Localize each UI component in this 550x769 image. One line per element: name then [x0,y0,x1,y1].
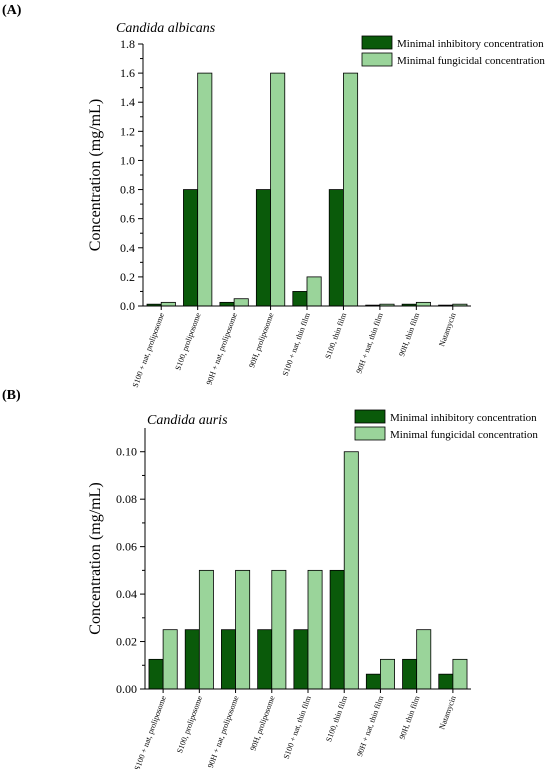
chart-a-mfc-bar [415,301,431,307]
chart-a-legend-label: Minimal fungicidal concentration [397,55,545,67]
chart-a-x-tick-label: S100, thin film [323,311,348,360]
chart-a-mfc-bar [306,276,322,307]
chart-a-y-tick-label: 0.2 [120,270,135,284]
chart-b-y-tick-label: 0.00 [116,682,137,696]
chart-a-y-tick-label: 0.4 [120,241,135,255]
chart-b-x-tick-label: 90H + nat, proliposome [206,694,241,769]
chart-b-legend-swatch [354,409,386,424]
chart-b-mic-bar [329,569,345,690]
chart-b-legend-label: Minimal fungicidal concentration [390,429,538,441]
chart-b-mic-bar [221,629,236,690]
chart-b-mic-bar [184,629,200,690]
chart-b-mfc-bar [198,569,214,690]
chart-a-mic-bar [255,189,271,307]
chart-a-x-tick-label: Natamycin [437,312,457,348]
chart-b-mfc-bar [307,569,323,690]
chart-a-y-tick-label: 0.0 [120,299,135,313]
chart-b-mfc-bar [452,658,468,690]
chart-a-mic-bar [219,301,235,307]
chart-a-mic-bar [328,189,344,307]
chart-a-y-tick-label: 1.0 [120,153,135,167]
chart-b-legend-label: Minimal inhibitory concentration [390,412,537,424]
chart-a-y-axis-label: Concentration (mg/mL) [87,99,104,251]
chart-b-y-tick-label: 0.06 [116,540,137,554]
chart-b-mic-bar [438,673,454,690]
chart-b-mic-bar [293,629,309,690]
panel-label-b: (B) [2,388,21,403]
chart-b-mfc-bar [271,569,287,690]
chart-b-x-tick-label: 90H, thin film [398,694,422,741]
chart-b-mic-bar [402,658,418,690]
chart-b-x-tick-label: S100, proliposome [175,694,204,754]
chart-a-x-tick-label: 90H, thin film [397,311,421,358]
chart-a-legend-swatch [361,52,393,67]
chart-a-legend-swatch [361,35,393,50]
chart-a-x-tick-label: 90H + nat, thin film [354,311,385,375]
chart-a-mfc-bar [197,72,213,307]
chart-b-y-tick-label: 0.04 [116,587,137,601]
chart-b-title: Candida auris [147,413,228,428]
chart-a-y-tick-label: 1.8 [120,37,135,51]
chart-a-mic-bar [292,291,308,307]
chart-b-mfc-bar [416,629,432,690]
chart-b-x-tick-label: S100 + nat, thin film [282,694,313,760]
chart-a-x-tick-label: S100 + nat, proliposome [131,311,167,388]
chart-b-mic-bar [257,629,273,690]
chart-b-mfc-bar [235,569,251,690]
chart-b-mic-bar [148,658,164,690]
chart-a-y-tick-label: 0.8 [120,183,135,197]
chart-a-x-tick-label: 90H + nat, proliposome [205,311,240,386]
chart-a-mic-bar [183,189,199,307]
chart-a-x-tick-label: S100 + nat, thin film [281,311,312,377]
chart-b-x-tick-label: 90H + nat, thin film [355,694,386,758]
chart-b-y-tick-label: 0.10 [116,445,137,459]
chart-a-legend-label: Minimal inhibitory concentration [397,38,544,50]
chart-a-mfc-bar [233,298,249,307]
panel-label-a: (A) [2,3,22,18]
chart-b-legend-swatch [354,426,386,441]
chart-b-mfc-bar [343,451,359,690]
chart-b-x-tick-label: Natamycin [437,695,457,731]
chart-b-mfc-bar [162,629,178,690]
chart-a-x-tick-label: S100, proliposome [173,311,202,371]
chart-a-mfc-bar [270,72,286,307]
chart-b-mfc-bar [380,658,395,690]
chart-a-title: Candida albicans [116,21,216,36]
chart-a-y-tick-label: 0.6 [120,212,135,226]
chart-b-y-tick-label: 0.08 [116,492,137,506]
chart-b-mic-bar [365,673,381,690]
chart-a-mfc-bar [343,72,359,307]
chart-a-y-tick-label: 1.2 [120,124,135,138]
chart-a-y-tick-label: 1.6 [120,66,135,80]
chart-b-y-axis-label: Concentration (mg/mL) [87,482,104,634]
chart-b-y-tick-label: 0.02 [116,635,137,649]
chart-b-x-tick-label: S100, thin film [324,694,349,743]
chart-a-mfc-bar [160,301,176,307]
chart-b-x-tick-label: S100 + nat, proliposome [133,694,169,769]
chart-a-x-tick-label: 90H, proliposome [247,311,275,369]
chart-b-x-tick-label: 90H, proliposome [248,694,276,752]
chart-a-y-tick-label: 1.4 [120,95,135,109]
